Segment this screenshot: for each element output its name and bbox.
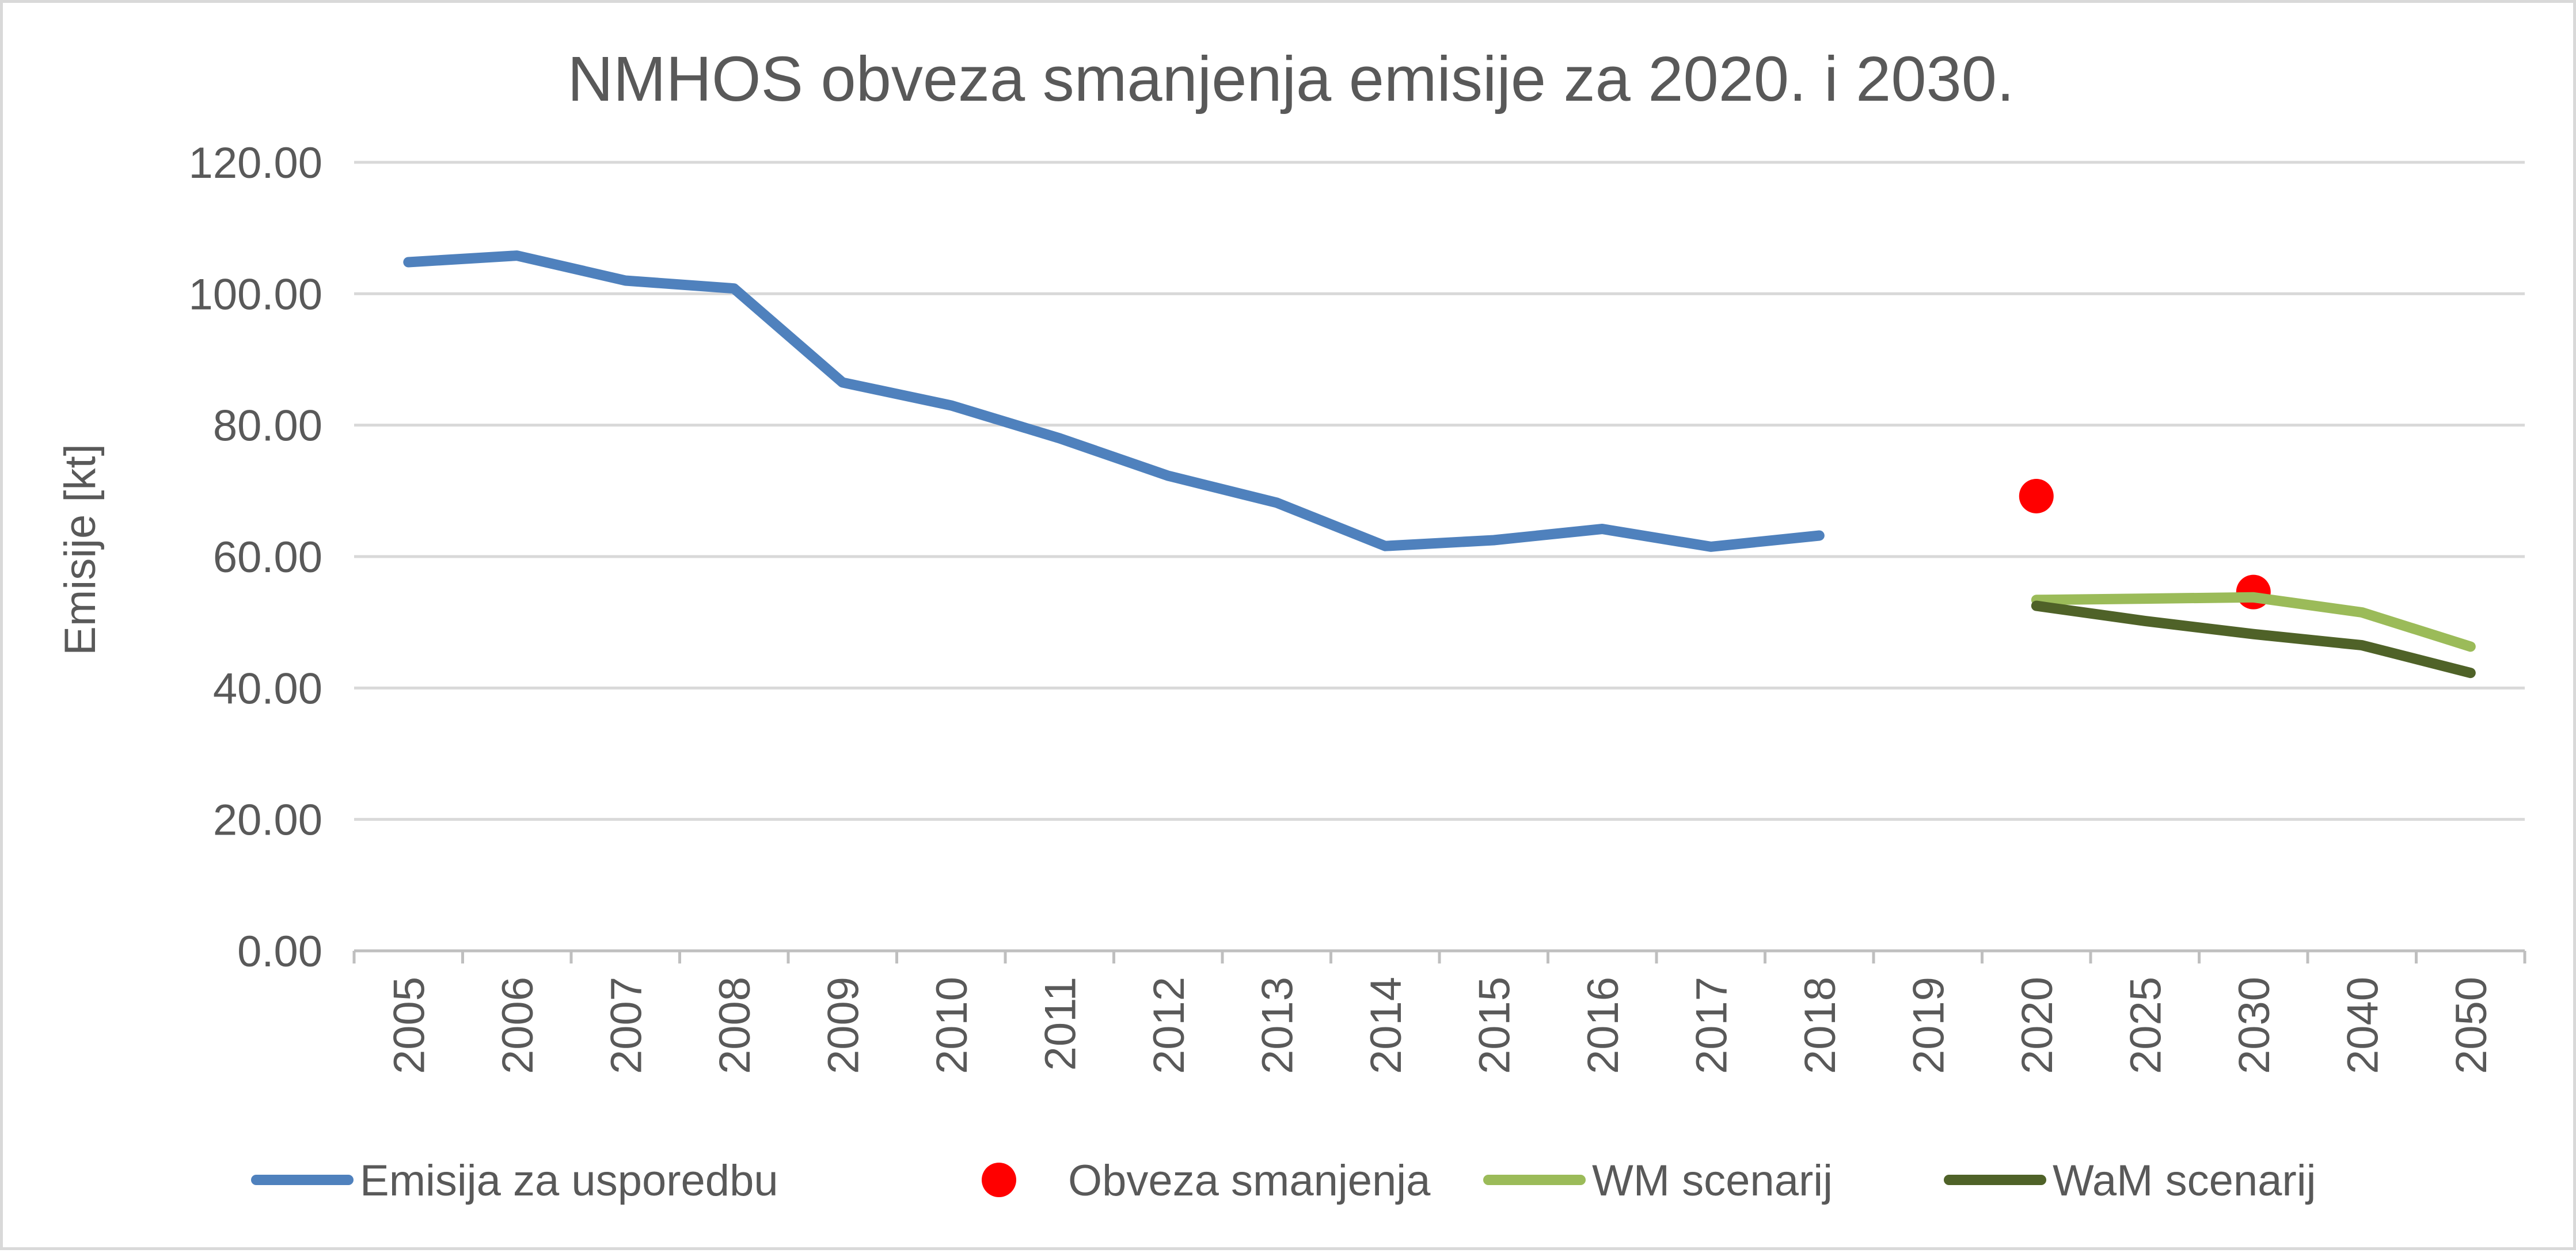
series-line (408, 256, 1819, 547)
y-tick-label: 60.00 (213, 533, 322, 582)
legend-item: Emisija za usporedbu (256, 1156, 778, 1205)
y-axis-title: Emisije [kt] (56, 444, 105, 655)
legend-label: Emisija za usporedbu (360, 1156, 778, 1205)
legend-item: WaM scenarij (1949, 1156, 2316, 1205)
x-axis: 2005 2006 2007 2008 2009 2010 2011 2012 2013 2014… (354, 951, 2525, 1074)
x-tick-label: 2018 (1796, 977, 1845, 1074)
y-tick-label: 80.00 (213, 402, 322, 451)
legend-label: WM scenarij (1592, 1156, 1833, 1205)
x-tick-label: 2025 (2121, 977, 2170, 1074)
series-obveza-smanjenja (2019, 479, 2271, 610)
x-tick-label: 2019 (1904, 977, 1953, 1074)
x-tick-label: 2017 (1687, 977, 1736, 1074)
x-tick-label: 2040 (2338, 977, 2387, 1074)
legend-item: Obveza smanjenja (982, 1156, 1431, 1205)
series-emisija-za-usporedbu (408, 256, 1819, 547)
y-axis: 0.00 20.00 40.00 60.00 80.00 100.00 120.00 (189, 139, 322, 976)
x-tick-label: 2030 (2230, 977, 2279, 1074)
chart-title: NMHOS obveza smanjenja emisije za 2020. … (568, 44, 2015, 115)
legend-item: WM scenarij (1488, 1156, 1833, 1205)
line-chart: NMHOS obveza smanjenja emisije za 2020. … (3, 3, 2576, 1253)
series-wam-scenarij (2037, 606, 2471, 673)
legend-label: Obveza smanjenja (1068, 1156, 1431, 1205)
y-tick-label: 0.00 (237, 927, 322, 976)
x-tick-label: 2010 (928, 977, 977, 1074)
y-tick-label: 40.00 (213, 664, 322, 713)
y-tick-label: 120.00 (189, 139, 322, 188)
series-line (2037, 606, 2471, 673)
x-tick-label: 2014 (1362, 977, 1411, 1074)
data-point (2019, 479, 2054, 513)
x-tick-label: 2006 (493, 977, 542, 1074)
x-tick-label: 2008 (711, 977, 759, 1074)
y-tick-label: 100.00 (189, 270, 322, 319)
legend-label: WaM scenarij (2053, 1156, 2316, 1205)
series (408, 256, 2471, 673)
x-tick-label: 2005 (385, 977, 434, 1074)
legend: Emisija za usporedbu Obveza smanjenja WM s… (256, 1156, 2316, 1205)
x-tick-label: 2007 (602, 977, 651, 1074)
x-tick-label: 2013 (1253, 977, 1302, 1074)
x-tick-label: 2050 (2447, 977, 2496, 1074)
x-tick-label: 2012 (1145, 977, 1194, 1074)
x-tick-label: 2020 (2013, 977, 2062, 1074)
y-tick-label: 20.00 (213, 796, 322, 845)
x-tick-label: 2011 (1036, 977, 1085, 1071)
x-tick-label: 2015 (1470, 977, 1519, 1074)
legend-swatch (982, 1163, 1016, 1197)
x-tick-label: 2016 (1579, 977, 1628, 1074)
x-tick-label: 2009 (819, 977, 868, 1074)
